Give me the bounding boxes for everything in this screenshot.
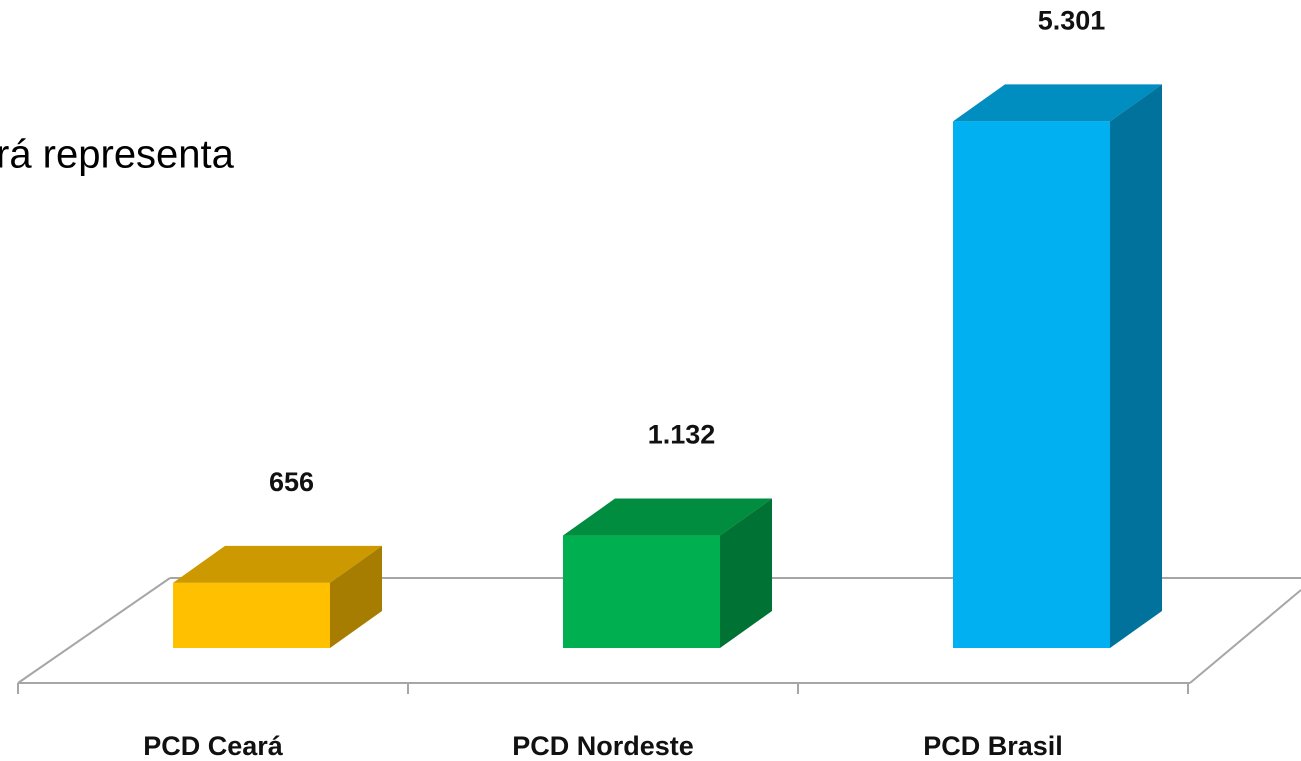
bar-top [953,84,1162,122]
bar-side [720,498,772,648]
bar [563,535,720,648]
bar [173,582,330,648]
value-label: 1.132 [648,420,716,450]
x-tick-label: PCD Nordeste [512,731,694,761]
x-tick-label: PCD Brasil [923,731,1063,761]
value-label: 5.301 [1038,6,1106,36]
bar-top [173,545,382,583]
heading-fragment: rá representa [0,133,235,177]
floor-edge [17,577,171,684]
value-label: 656 [269,467,314,497]
bar-side [330,545,382,648]
x-tick-label: PCD Ceará [143,731,284,761]
floor-edge [1189,589,1301,684]
bar [953,121,1110,648]
bar-top [563,498,772,536]
bar-side [1110,84,1162,648]
